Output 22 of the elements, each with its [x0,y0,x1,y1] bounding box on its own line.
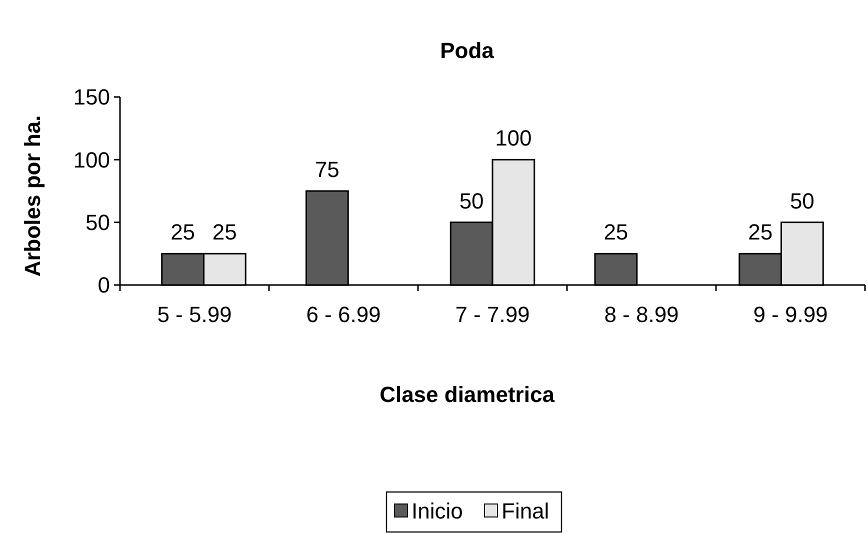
x-tick-label: 6 - 6.99 [306,302,381,327]
y-tick-label: 100 [73,147,110,172]
data-label: 25 [748,220,773,245]
data-label: 25 [170,220,196,245]
legend-label: Inicio [412,498,463,524]
x-tick-label: 7 - 7.99 [455,302,530,327]
x-tick-label: 8 - 8.99 [604,302,679,327]
data-label: 25 [604,220,628,245]
legend-label: Final [502,498,550,524]
x-axis-title: Clase diametrica [380,382,556,407]
data-label: 25 [212,220,237,245]
data-label: 100 [495,126,532,151]
chart-title: Poda [440,38,495,63]
y-tick-label: 50 [86,210,110,236]
data-label: 50 [459,188,484,214]
x-tick-label: 5 - 5.99 [157,302,232,327]
x-tick-label: 9 - 9.99 [753,302,828,327]
y-tick-label: 0 [98,272,110,298]
y-tick-label: 150 [73,84,110,110]
data-label: 75 [314,157,340,182]
data-label: 50 [790,188,814,214]
y-axis-title: Arboles por ha. [20,115,45,277]
